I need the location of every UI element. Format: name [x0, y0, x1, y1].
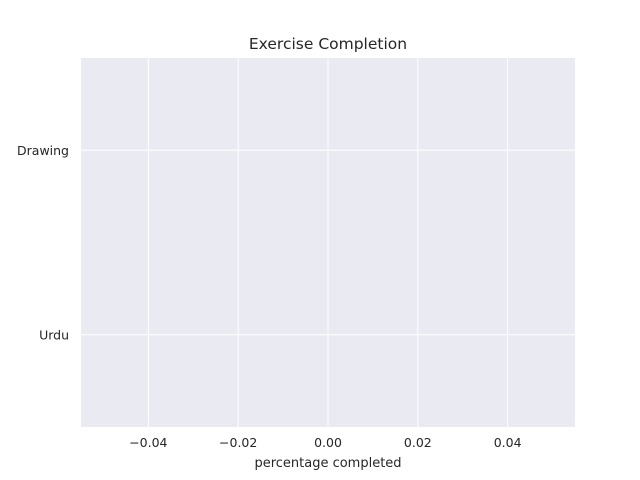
x-tick-label: −0.04 [129, 435, 167, 450]
y-tick-labels: Urdu Drawing [17, 143, 69, 343]
x-tick-label: −0.02 [219, 435, 257, 450]
y-tick-label: Urdu [39, 327, 69, 342]
x-tick-labels: −0.04 −0.02 0.00 0.02 0.04 [129, 435, 521, 450]
grid-layer [81, 58, 575, 427]
x-tick-label: 0.02 [404, 435, 432, 450]
chart-title: Exercise Completion [249, 35, 407, 53]
x-tick-label: 0.04 [494, 435, 522, 450]
x-axis-label: percentage completed [254, 456, 401, 471]
x-tick-label: 0.00 [314, 435, 342, 450]
y-tick-label: Drawing [17, 143, 69, 158]
